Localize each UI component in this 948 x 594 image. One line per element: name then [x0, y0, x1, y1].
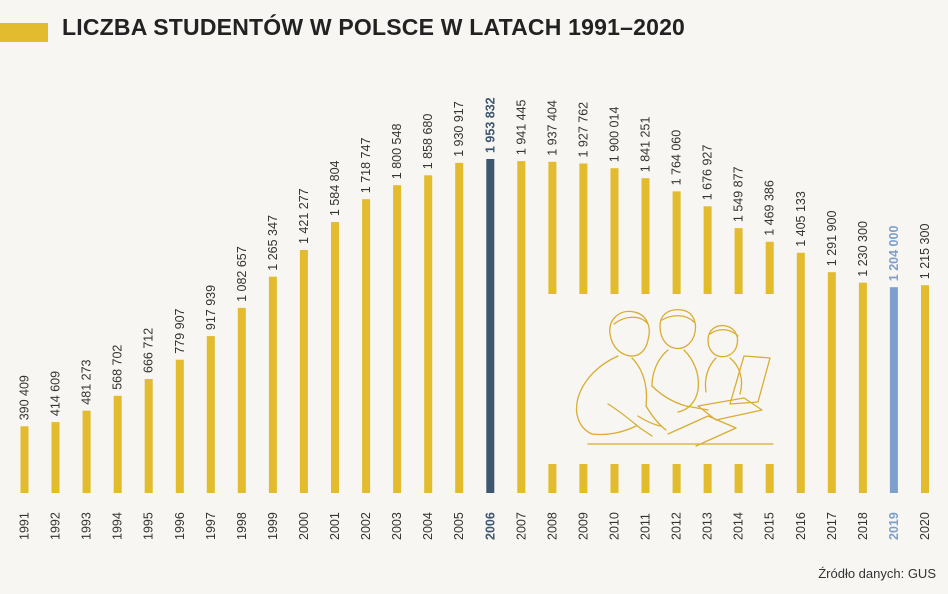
bar-1993: [82, 410, 91, 493]
value-label-2005: 1 930 917: [452, 101, 466, 157]
year-label-1992: 1992: [49, 512, 63, 540]
year-label-1999: 1999: [266, 512, 280, 540]
value-label-1998: 1 082 657: [235, 246, 249, 302]
bar-1998: [237, 307, 246, 493]
value-label-2015: 1 469 386: [763, 180, 777, 236]
bar-2017: [827, 272, 836, 493]
year-label-2004: 2004: [421, 512, 435, 540]
year-label-1995: 1995: [142, 512, 156, 540]
bar-1995: [144, 379, 153, 493]
value-label-2008: 1 937 404: [545, 100, 559, 156]
year-label-2014: 2014: [732, 512, 746, 540]
bar-2016: [796, 252, 805, 493]
year-label-1996: 1996: [173, 512, 187, 540]
bar-2002: [362, 199, 371, 493]
year-label-1998: 1998: [235, 512, 249, 540]
year-label-2012: 2012: [670, 512, 684, 540]
value-label-2009: 1 927 762: [576, 102, 590, 158]
value-label-2010: 1 900 014: [608, 107, 622, 163]
year-label-2008: 2008: [545, 512, 559, 540]
bar-2018: [858, 282, 867, 493]
value-label-2014: 1 549 877: [732, 166, 746, 222]
bar-1996: [175, 359, 184, 493]
bar-1994: [113, 395, 122, 493]
year-label-2007: 2007: [514, 512, 528, 540]
value-label-2001: 1 584 804: [328, 160, 342, 216]
value-label-2002: 1 718 747: [359, 138, 373, 194]
year-label-2013: 2013: [701, 512, 715, 540]
value-label-2019: 1 204 000: [887, 226, 901, 282]
source-note: Źródło danych: GUS: [818, 566, 936, 581]
year-label-2017: 2017: [825, 512, 839, 540]
title-accent-bar: [0, 23, 48, 42]
bar-2005: [455, 162, 464, 493]
year-label-1994: 1994: [111, 512, 125, 540]
bar-2006: [486, 159, 495, 493]
value-label-1999: 1 265 347: [266, 215, 280, 271]
value-label-2012: 1 764 060: [670, 130, 684, 186]
value-label-2017: 1 291 900: [825, 211, 839, 267]
year-label-2000: 2000: [297, 512, 311, 540]
bar-2000: [299, 250, 308, 493]
bar-2020: [921, 285, 929, 493]
bar-2007: [517, 161, 526, 493]
year-label-2010: 2010: [608, 512, 622, 540]
value-label-1997: 917 939: [204, 285, 218, 330]
year-label-2018: 2018: [856, 512, 870, 540]
value-label-1994: 568 702: [111, 345, 125, 390]
bar-1991: [20, 426, 29, 493]
year-label-2009: 2009: [576, 512, 590, 540]
bar-1997: [206, 336, 215, 493]
year-label-1991: 1991: [18, 512, 32, 540]
year-label-1997: 1997: [204, 512, 218, 540]
bar-2004: [424, 175, 433, 494]
value-label-2007: 1 941 445: [514, 99, 528, 155]
value-label-1996: 779 907: [173, 308, 187, 353]
year-label-2019: 2019: [887, 512, 901, 540]
value-label-2004: 1 858 680: [421, 114, 435, 170]
value-label-2003: 1 800 548: [390, 124, 404, 180]
year-label-2002: 2002: [359, 512, 373, 540]
value-label-2013: 1 676 927: [701, 145, 715, 201]
value-label-2016: 1 405 133: [794, 191, 808, 247]
year-label-2015: 2015: [763, 512, 777, 540]
students-studying-illustration-icon: [548, 294, 778, 464]
bar-1999: [268, 276, 277, 493]
value-label-2000: 1 421 277: [297, 188, 311, 244]
value-label-2018: 1 230 300: [856, 221, 870, 277]
bar-2019: [889, 287, 898, 493]
year-label-2005: 2005: [452, 512, 466, 540]
value-label-2020: 1 215 300: [918, 224, 932, 280]
value-label-2011: 1 841 251: [639, 117, 653, 173]
value-label-1991: 390 409: [18, 375, 32, 420]
value-label-1992: 414 609: [49, 371, 63, 416]
year-label-2003: 2003: [390, 512, 404, 540]
year-label-2001: 2001: [328, 512, 342, 540]
value-label-2006: 1 953 832: [483, 97, 497, 153]
bar-1992: [51, 422, 60, 493]
year-label-2016: 2016: [794, 512, 808, 540]
chart-title: LICZBA STUDENTÓW W POLSCE W LATACH 1991–…: [62, 14, 686, 40]
year-label-2006: 2006: [483, 512, 497, 540]
year-label-2011: 2011: [639, 513, 653, 540]
bar-2001: [331, 222, 339, 493]
year-label-1993: 1993: [80, 512, 94, 540]
bar-2003: [393, 185, 402, 493]
value-label-1995: 666 712: [142, 328, 156, 373]
value-label-1993: 481 273: [80, 359, 94, 404]
year-label-2020: 2020: [918, 512, 932, 540]
